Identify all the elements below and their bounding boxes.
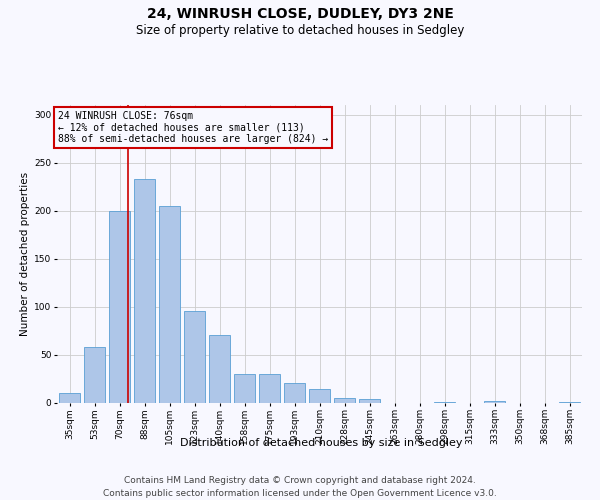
- Y-axis label: Number of detached properties: Number of detached properties: [20, 172, 30, 336]
- Text: 24, WINRUSH CLOSE, DUDLEY, DY3 2NE: 24, WINRUSH CLOSE, DUDLEY, DY3 2NE: [146, 8, 454, 22]
- Bar: [134, 179, 155, 402]
- Bar: [484, 400, 505, 402]
- Bar: [259, 374, 280, 402]
- Bar: [309, 389, 330, 402]
- Text: Size of property relative to detached houses in Sedgley: Size of property relative to detached ho…: [136, 24, 464, 37]
- Text: Distribution of detached houses by size in Sedgley: Distribution of detached houses by size …: [180, 438, 462, 448]
- Bar: [159, 206, 180, 402]
- Bar: [84, 347, 105, 403]
- Bar: [359, 398, 380, 402]
- Bar: [109, 210, 130, 402]
- Text: 24 WINRUSH CLOSE: 76sqm
← 12% of detached houses are smaller (113)
88% of semi-d: 24 WINRUSH CLOSE: 76sqm ← 12% of detache…: [58, 111, 328, 144]
- Bar: [334, 398, 355, 402]
- Text: Contains public sector information licensed under the Open Government Licence v3: Contains public sector information licen…: [103, 489, 497, 498]
- Bar: [284, 384, 305, 402]
- Bar: [234, 374, 255, 402]
- Bar: [184, 312, 205, 402]
- Text: Contains HM Land Registry data © Crown copyright and database right 2024.: Contains HM Land Registry data © Crown c…: [124, 476, 476, 485]
- Bar: [59, 393, 80, 402]
- Bar: [209, 336, 230, 402]
